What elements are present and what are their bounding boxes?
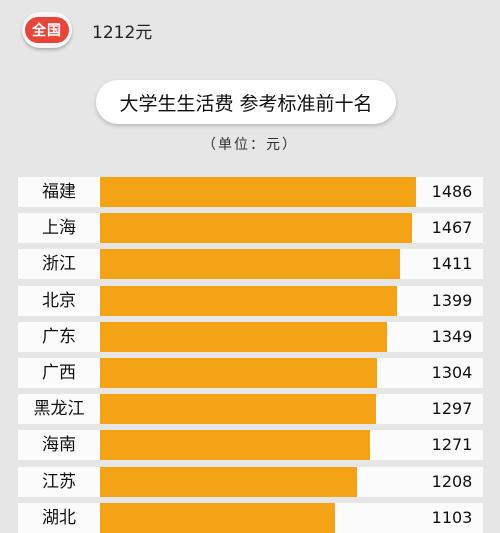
category-label: 浙江 — [42, 254, 76, 275]
national-badge-label: 全国 — [25, 17, 69, 43]
bar — [100, 394, 376, 425]
bar — [100, 430, 371, 461]
value-label: 1411 — [431, 254, 473, 274]
category-label: 黑龙江 — [33, 399, 85, 420]
category-label: 广西 — [42, 363, 76, 383]
national-summary: 全国 1212元 — [22, 10, 152, 50]
value-label: 1103 — [431, 507, 473, 527]
chart-title: 大学生生活费 参考标准前十名 — [96, 80, 396, 124]
category-label: 福建 — [42, 182, 76, 202]
bar — [100, 249, 401, 280]
bar — [100, 466, 357, 497]
value-label: 1304 — [431, 363, 473, 382]
value-label: 1349 — [431, 326, 473, 346]
value-label: 1467 — [431, 218, 473, 238]
bar — [100, 177, 416, 207]
national-badge: 全国 — [22, 12, 72, 48]
value-label: 1271 — [431, 435, 473, 455]
value-label: 1297 — [431, 399, 473, 419]
value-label: 1208 — [431, 471, 473, 491]
category-label: 湖北 — [42, 507, 76, 528]
value-label: 1486 — [431, 182, 473, 201]
bar — [100, 285, 398, 316]
value-label: 1399 — [431, 290, 473, 310]
national-average-value: 1212元 — [92, 22, 153, 43]
unit-label: （单位：元） — [202, 137, 298, 153]
bar — [100, 213, 412, 244]
category-label: 上海 — [42, 218, 76, 239]
category-label: 广东 — [42, 326, 76, 347]
bar — [100, 358, 378, 388]
bar — [100, 502, 335, 533]
category-label: 江苏 — [42, 471, 76, 492]
category-label: 北京 — [42, 290, 76, 311]
category-label: 海南 — [42, 435, 76, 456]
bar — [100, 321, 387, 352]
